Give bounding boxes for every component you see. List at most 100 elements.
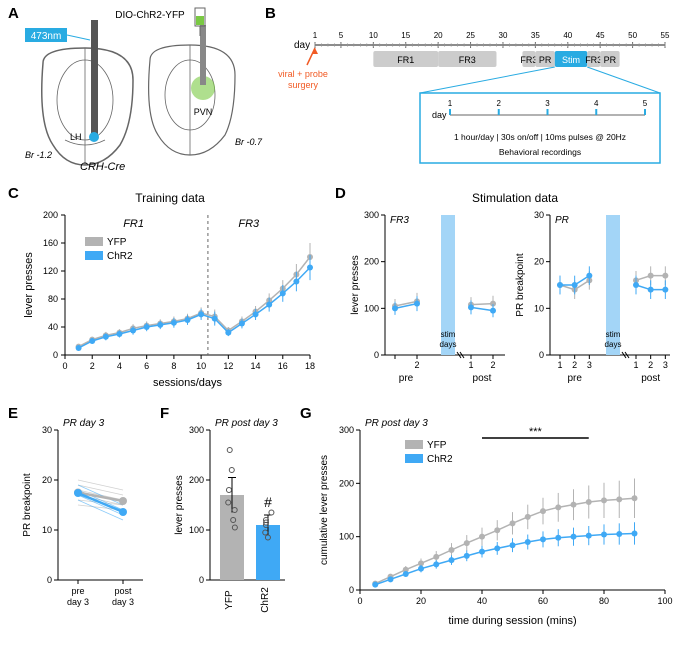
svg-text:lever presses: lever presses [23, 252, 35, 318]
panel-f: PR post day 30100200300lever pressesYFPC… [172, 410, 292, 665]
svg-text:PR breakpoint: PR breakpoint [515, 253, 526, 317]
svg-text:0: 0 [349, 585, 354, 595]
svg-text:day 3: day 3 [112, 597, 134, 607]
svg-text:0: 0 [199, 575, 204, 585]
svg-text:16: 16 [278, 361, 288, 371]
svg-text:300: 300 [189, 425, 204, 435]
panel-b: day1510152025303540455055viral + probesu… [280, 15, 675, 175]
svg-text:YFP: YFP [224, 590, 235, 610]
panel-a-label: A [8, 5, 19, 22]
svg-text:10: 10 [196, 361, 206, 371]
svg-text:200: 200 [189, 475, 204, 485]
svg-text:3: 3 [587, 360, 592, 370]
svg-text:FR3: FR3 [390, 215, 409, 226]
svg-text:viral + probe: viral + probe [278, 69, 328, 79]
svg-text:day: day [432, 110, 447, 120]
svg-text:2: 2 [414, 360, 419, 370]
svg-text:40: 40 [563, 31, 572, 40]
panel-c-label: C [8, 185, 19, 202]
svg-text:200: 200 [339, 478, 354, 488]
svg-text:2: 2 [648, 360, 653, 370]
svg-text:stim: stim [606, 330, 621, 339]
svg-text:14: 14 [251, 361, 261, 371]
svg-text:5: 5 [339, 31, 344, 40]
svg-text:6: 6 [144, 361, 149, 371]
svg-text:days: days [440, 340, 457, 349]
panel-g: PR post day 30100200300020406080100cumul… [315, 410, 680, 665]
svg-text:2: 2 [497, 99, 502, 108]
svg-text:PR day 3: PR day 3 [63, 418, 105, 429]
panel-a: PVN Br -0.7 LH Br -1.2 CRH-Cre 473nm DIO… [20, 10, 255, 170]
svg-text:ChR2: ChR2 [427, 454, 453, 465]
svg-text:1: 1 [448, 99, 453, 108]
svg-text:0: 0 [539, 350, 544, 360]
svg-text:40: 40 [477, 596, 487, 606]
svg-text:2: 2 [90, 361, 95, 371]
svg-text:day: day [294, 40, 310, 51]
svg-text:CRH-Cre: CRH-Cre [80, 161, 125, 173]
svg-text:pre: pre [567, 373, 582, 384]
svg-text:FR3: FR3 [585, 55, 602, 65]
svg-text:Br -1.2: Br -1.2 [25, 150, 52, 160]
svg-text:lever presses: lever presses [350, 255, 361, 314]
svg-text:FR3: FR3 [459, 55, 476, 65]
svg-text:45: 45 [596, 31, 605, 40]
svg-text:12: 12 [223, 361, 233, 371]
svg-text:100: 100 [189, 525, 204, 535]
svg-text:FR3: FR3 [238, 218, 260, 230]
svg-text:20: 20 [416, 596, 426, 606]
svg-text:PR breakpoint: PR breakpoint [22, 473, 33, 537]
svg-text:5: 5 [643, 99, 648, 108]
svg-text:PR: PR [555, 215, 569, 226]
svg-text:stim: stim [441, 330, 456, 339]
svg-text:surgery: surgery [288, 80, 319, 90]
svg-text:1: 1 [633, 360, 638, 370]
svg-text:PR: PR [604, 55, 617, 65]
panel-e: PR day 3 0 10 20 30 PR breakpoint pre day 3post… [20, 410, 155, 665]
svg-text:YFP: YFP [427, 440, 447, 451]
svg-text:pre: pre [399, 373, 414, 384]
svg-text:20: 20 [434, 31, 443, 40]
svg-text:100: 100 [657, 596, 672, 606]
svg-text:8: 8 [171, 361, 176, 371]
svg-text:post: post [114, 586, 132, 596]
svg-text:30: 30 [42, 425, 52, 435]
svg-text:Stim: Stim [562, 55, 580, 65]
svg-text:post: post [473, 373, 492, 384]
svg-text:80: 80 [48, 294, 58, 304]
svg-text:30: 30 [499, 31, 508, 40]
svg-text:120: 120 [43, 266, 58, 276]
svg-text:1: 1 [313, 31, 318, 40]
svg-text:55: 55 [661, 31, 670, 40]
svg-text:4: 4 [117, 361, 122, 371]
svg-text:20: 20 [42, 475, 52, 485]
svg-text:0: 0 [357, 596, 362, 606]
svg-text:160: 160 [43, 238, 58, 248]
svg-text:10: 10 [42, 525, 52, 535]
panel-e-label: E [8, 405, 18, 422]
svg-text:PR: PR [539, 55, 552, 65]
panel-f-label: F [160, 405, 169, 422]
svg-text:100: 100 [339, 532, 354, 542]
svg-text:0: 0 [62, 361, 67, 371]
svg-text:10: 10 [369, 31, 378, 40]
svg-text:80: 80 [599, 596, 609, 606]
svg-text:***: *** [529, 426, 543, 438]
svg-text:DIO-ChR2-YFP: DIO-ChR2-YFP [115, 10, 185, 21]
svg-text:200: 200 [43, 210, 58, 220]
svg-text:PR post day 3: PR post day 3 [365, 418, 428, 429]
svg-text:1: 1 [468, 360, 473, 370]
svg-text:3: 3 [545, 99, 550, 108]
svg-text:YFP: YFP [107, 237, 127, 248]
svg-text:0: 0 [47, 575, 52, 585]
brain-diagram: PVN Br -0.7 LH Br -1.2 CRH-Cre 473nm DIO… [20, 10, 255, 170]
panel-d-label: D [335, 185, 346, 202]
svg-text:time during session (mins): time during session (mins) [448, 615, 576, 627]
svg-text:Behavioral recordings: Behavioral recordings [499, 147, 581, 157]
panel-b-label: B [265, 5, 276, 22]
svg-text:pre: pre [71, 586, 84, 596]
svg-text:200: 200 [364, 257, 379, 267]
svg-text:1: 1 [557, 360, 562, 370]
svg-text:Stimulation data: Stimulation data [472, 191, 558, 205]
svg-text:50: 50 [628, 31, 637, 40]
